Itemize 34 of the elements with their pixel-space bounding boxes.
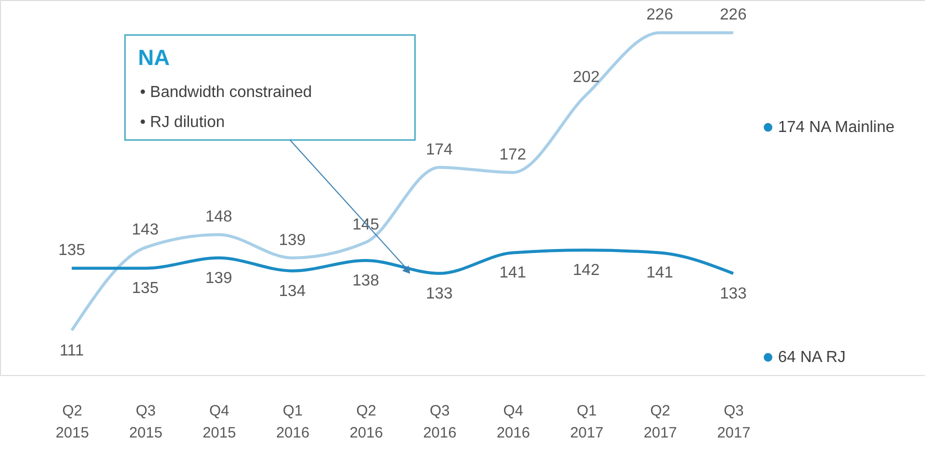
x-tick-label: Q2 2017 bbox=[644, 402, 677, 442]
data-label: 142 bbox=[572, 262, 600, 280]
data-label: 135 bbox=[132, 280, 159, 298]
data-label: 174 bbox=[426, 141, 453, 158]
data-label: 226 bbox=[646, 6, 674, 24]
data-label: 143 bbox=[132, 222, 159, 239]
x-tick-label: Q2 2015 bbox=[56, 402, 89, 442]
data-label: 202 bbox=[572, 68, 600, 86]
text: ● 64 NA RJ bbox=[762, 346, 846, 368]
annotation: • Bandwidth constrained bbox=[140, 84, 312, 101]
data-label: 141 bbox=[646, 264, 674, 282]
x-tick-label: Q2 2016 bbox=[350, 402, 383, 442]
x-tick-label: Q3 2015 bbox=[129, 402, 162, 442]
annotation: NA bbox=[138, 45, 170, 70]
data-label: 138 bbox=[352, 272, 380, 290]
x-tick-label: Q3 2017 bbox=[717, 402, 750, 442]
x-tick-label: Q4 2016 bbox=[496, 402, 530, 442]
data-label: 139 bbox=[278, 232, 306, 249]
x-tick-label: Q3 2016 bbox=[423, 402, 456, 442]
annotation: • RJ dilution bbox=[140, 114, 225, 131]
data-label: 172 bbox=[499, 146, 526, 164]
x-tick-label: Q1 2016 bbox=[276, 402, 310, 442]
data-label: 134 bbox=[278, 282, 306, 300]
data-label: 135 bbox=[58, 242, 86, 260]
annotation: ● 174 NA Mainline bbox=[762, 116, 895, 138]
x-tick-label: Q4 2015 bbox=[202, 402, 236, 442]
data-label: 133 bbox=[720, 285, 747, 302]
data-label: 148 bbox=[205, 208, 232, 226]
data-label: 111 bbox=[60, 342, 84, 360]
data-label: 139 bbox=[205, 270, 232, 287]
x-tick-label: Q1 2017 bbox=[570, 402, 604, 442]
data-label: 141 bbox=[499, 264, 526, 282]
data-label: 226 bbox=[720, 6, 747, 24]
data-label: 133 bbox=[426, 285, 453, 302]
